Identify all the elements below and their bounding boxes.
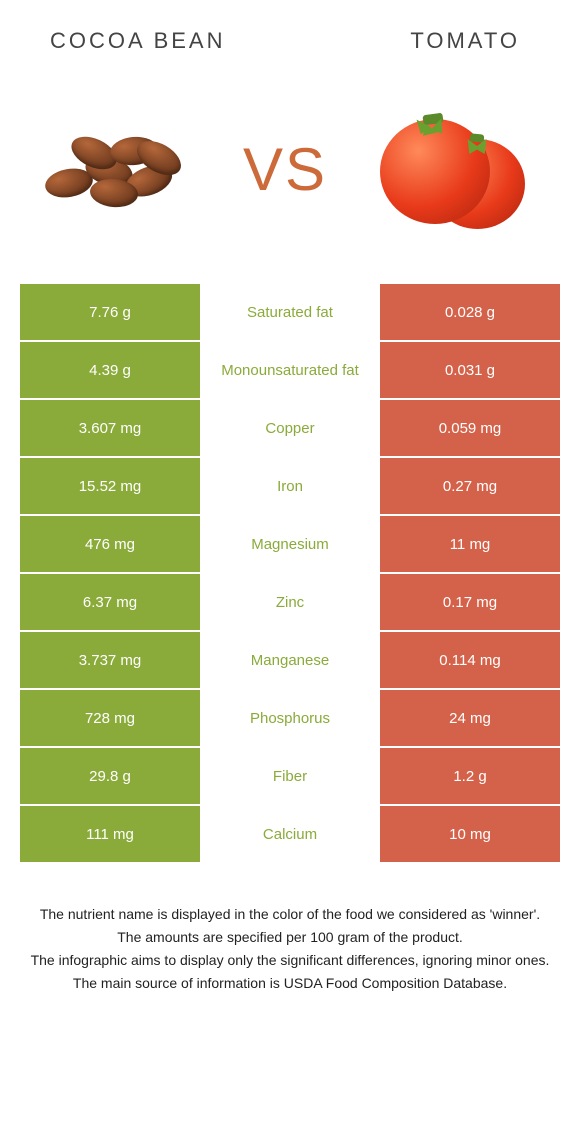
right-value-cell: 11 mg — [380, 516, 560, 572]
right-value-cell: 0.031 g — [380, 342, 560, 398]
right-value-cell: 0.17 mg — [380, 574, 560, 630]
footer-line: The infographic aims to display only the… — [30, 950, 550, 971]
table-row: 476 mgMagnesium11 mg — [20, 516, 560, 572]
table-row: 3.607 mgCopper0.059 mg — [20, 400, 560, 456]
nutrient-label-cell: Iron — [200, 458, 380, 514]
table-row: 15.52 mgIron0.27 mg — [20, 458, 560, 514]
footer-line: The main source of information is USDA F… — [30, 973, 550, 994]
right-value-cell: 24 mg — [380, 690, 560, 746]
footer-notes: The nutrient name is displayed in the co… — [0, 864, 580, 994]
left-value-cell: 3.607 mg — [20, 400, 200, 456]
nutrient-label-cell: Saturated fat — [200, 284, 380, 340]
nutrient-label-cell: Phosphorus — [200, 690, 380, 746]
left-value-cell: 3.737 mg — [20, 632, 200, 688]
nutrient-label-cell: Monounsaturated fat — [200, 342, 380, 398]
right-value-cell: 0.028 g — [380, 284, 560, 340]
nutrient-label-cell: Zinc — [200, 574, 380, 630]
footer-line: The nutrient name is displayed in the co… — [30, 904, 550, 925]
left-value-cell: 111 mg — [20, 806, 200, 862]
table-row: 6.37 mgZinc0.17 mg — [20, 574, 560, 630]
comparison-table: 7.76 gSaturated fat0.028 g4.39 gMonounsa… — [0, 284, 580, 862]
left-value-cell: 15.52 mg — [20, 458, 200, 514]
table-row: 111 mgCalcium10 mg — [20, 806, 560, 862]
footer-line: The amounts are specified per 100 gram o… — [30, 927, 550, 948]
nutrient-label-cell: Fiber — [200, 748, 380, 804]
right-value-cell: 0.27 mg — [380, 458, 560, 514]
nutrient-label-cell: Magnesium — [200, 516, 380, 572]
vs-text: VS — [243, 135, 327, 204]
left-value-cell: 7.76 g — [20, 284, 200, 340]
header: COCOA BEAN TOMATO — [0, 0, 580, 64]
right-value-cell: 1.2 g — [380, 748, 560, 804]
left-value-cell: 476 mg — [20, 516, 200, 572]
nutrient-label-cell: Manganese — [200, 632, 380, 688]
table-row: 4.39 gMonounsaturated fat0.031 g — [20, 342, 560, 398]
cocoa-bean-image — [30, 89, 200, 249]
nutrient-label-cell: Copper — [200, 400, 380, 456]
nutrient-label-cell: Calcium — [200, 806, 380, 862]
left-value-cell: 29.8 g — [20, 748, 200, 804]
left-food-title: COCOA BEAN — [50, 28, 225, 54]
table-row: 728 mgPhosphorus24 mg — [20, 690, 560, 746]
left-value-cell: 4.39 g — [20, 342, 200, 398]
tomato-image — [370, 89, 540, 249]
table-row: 29.8 gFiber1.2 g — [20, 748, 560, 804]
hero-section: VS — [0, 64, 580, 284]
table-row: 3.737 mgManganese0.114 mg — [20, 632, 560, 688]
right-food-title: TOMATO — [410, 28, 520, 54]
left-value-cell: 728 mg — [20, 690, 200, 746]
right-value-cell: 0.059 mg — [380, 400, 560, 456]
table-row: 7.76 gSaturated fat0.028 g — [20, 284, 560, 340]
right-value-cell: 0.114 mg — [380, 632, 560, 688]
left-value-cell: 6.37 mg — [20, 574, 200, 630]
right-value-cell: 10 mg — [380, 806, 560, 862]
